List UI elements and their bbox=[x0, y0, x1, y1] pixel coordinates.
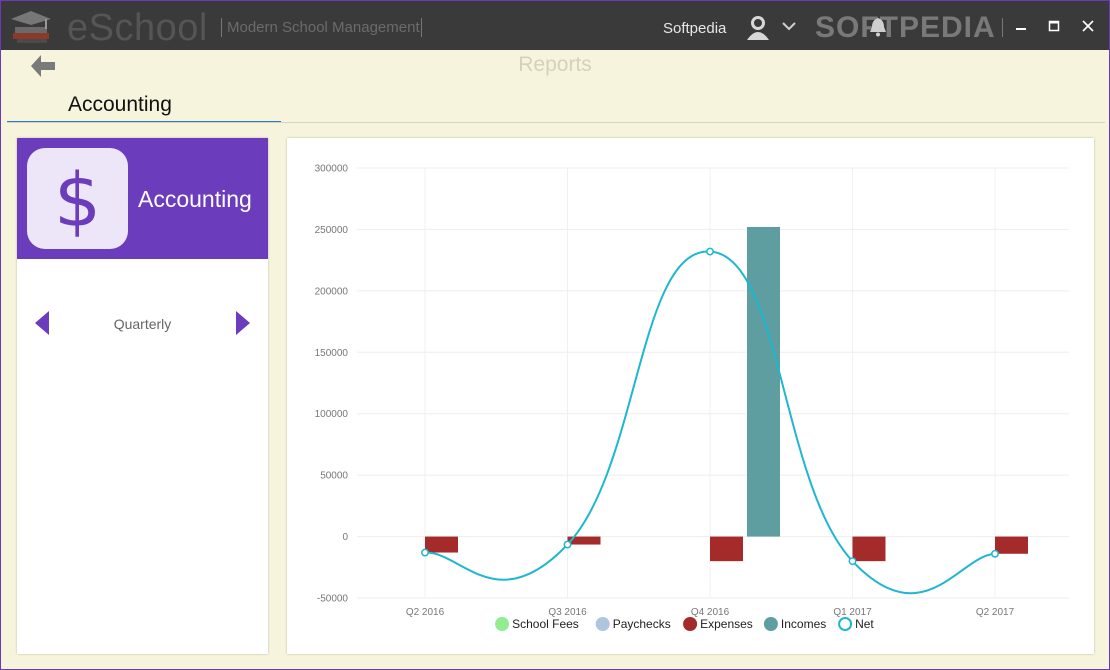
y-tick-label: 200000 bbox=[315, 286, 349, 297]
net-point bbox=[706, 247, 714, 256]
tab-label: Accounting bbox=[68, 93, 172, 116]
app-subtitle: Modern School Management bbox=[227, 19, 420, 36]
card-header: $ Accounting bbox=[17, 138, 268, 259]
user-name[interactable]: Softpedia bbox=[663, 20, 727, 37]
x-tick-label: Q1 2017 bbox=[833, 607, 872, 618]
y-tick-label: 0 bbox=[342, 532, 348, 543]
maximize-button[interactable] bbox=[1043, 15, 1065, 37]
legend-marker-incomes bbox=[763, 617, 778, 631]
bar-expenses bbox=[710, 536, 743, 562]
chart-card: -50000 0 50000 100000 150000 200000 250000 3000… bbox=[287, 138, 1094, 654]
y-tick-label: -50000 bbox=[317, 594, 349, 605]
school-logo-icon bbox=[11, 11, 51, 43]
dollar-icon-box: $ bbox=[27, 148, 128, 249]
back-arrow-icon[interactable] bbox=[29, 53, 57, 79]
legend-label-paychecks: Paychecks bbox=[613, 617, 671, 631]
user-avatar-icon[interactable] bbox=[745, 14, 771, 40]
y-tick-label: 50000 bbox=[320, 471, 348, 482]
legend-label-school-fees: School Fees bbox=[512, 617, 579, 631]
minimize-button[interactable] bbox=[1010, 15, 1032, 37]
net-point bbox=[421, 548, 429, 557]
tab-accounting[interactable]: Accounting bbox=[7, 89, 281, 123]
watermark-text: SOFTPEDIA bbox=[815, 11, 996, 44]
title-bar: eSchool Modern School Management Softped… bbox=[1, 1, 1109, 50]
next-period-button[interactable] bbox=[236, 311, 250, 335]
header-divider bbox=[7, 122, 1105, 123]
bar-expenses bbox=[425, 536, 458, 553]
legend-label-incomes: Incomes bbox=[781, 617, 826, 631]
title-separator bbox=[221, 18, 222, 37]
chevron-down-icon[interactable] bbox=[781, 20, 797, 32]
card-title: Accounting bbox=[138, 186, 252, 212]
page-title: Reports bbox=[518, 53, 592, 76]
legend-marker-expenses bbox=[683, 617, 698, 631]
title-separator bbox=[421, 18, 422, 37]
legend-marker-paychecks bbox=[595, 617, 610, 631]
x-tick-label: Q2 2016 bbox=[406, 607, 445, 618]
y-tick-label: 100000 bbox=[315, 409, 349, 420]
y-tick-label: 300000 bbox=[315, 164, 349, 175]
legend-label-expenses: Expenses bbox=[700, 617, 753, 631]
bar-expenses bbox=[852, 536, 886, 562]
bar-incomes bbox=[747, 226, 780, 537]
bar-expenses bbox=[567, 536, 601, 545]
x-tick-label: Q2 2017 bbox=[976, 607, 1015, 618]
y-tick-label: 250000 bbox=[315, 225, 349, 236]
previous-period-button[interactable] bbox=[35, 311, 49, 335]
legend-label-net: Net bbox=[855, 617, 874, 631]
title-separator bbox=[1002, 18, 1003, 37]
net-point bbox=[991, 549, 999, 558]
app-name: eSchool bbox=[67, 7, 208, 49]
close-button[interactable] bbox=[1077, 15, 1099, 37]
dollar-icon: $ bbox=[53, 158, 102, 244]
legend-marker-school-fees bbox=[495, 617, 510, 631]
x-tick-label: Q4 2016 bbox=[691, 607, 730, 618]
report-selector-card: $ Accounting Quarterly bbox=[17, 138, 268, 654]
net-point bbox=[563, 540, 572, 549]
net-point bbox=[848, 557, 857, 566]
accounting-chart: -50000 0 50000 100000 150000 200000 250000 3000… bbox=[315, 164, 1069, 631]
y-tick-label: 150000 bbox=[315, 348, 349, 359]
legend-marker-net bbox=[838, 617, 853, 631]
x-tick-label: Q3 2016 bbox=[548, 607, 587, 618]
period-label: Quarterly bbox=[113, 316, 172, 332]
bar-expenses bbox=[995, 536, 1028, 554]
notification-bell-icon[interactable] bbox=[869, 17, 887, 37]
